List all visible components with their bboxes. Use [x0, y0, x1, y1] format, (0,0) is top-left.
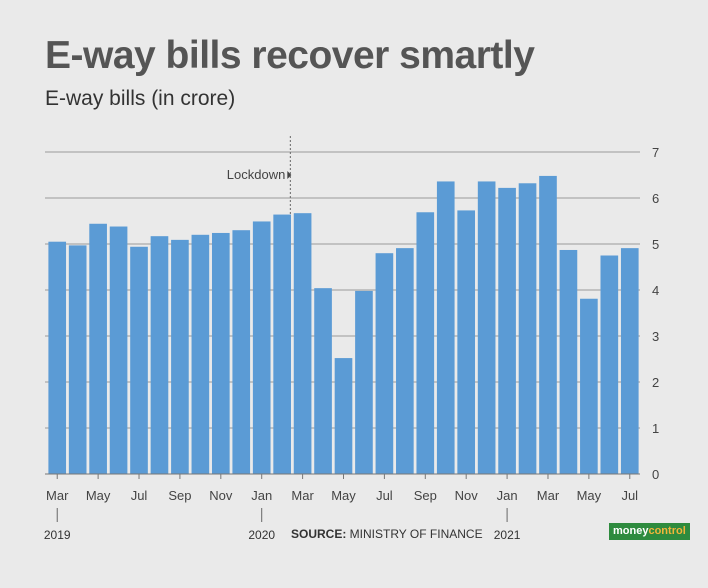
bar: [355, 290, 373, 474]
bar: [436, 181, 455, 474]
bar: [293, 213, 312, 474]
x-tick-label: Jan: [251, 488, 272, 503]
x-tick-label: Nov: [209, 488, 233, 503]
bar: [211, 232, 230, 474]
moneycontrol-logo: moneycontrol: [609, 523, 690, 540]
x-tick-label: Jul: [621, 488, 638, 503]
x-tick-label: Nov: [455, 488, 479, 503]
chart-title: E-way bills recover smartly: [45, 34, 535, 77]
bar: [375, 253, 394, 474]
bar: [518, 183, 537, 474]
x-tick-label: Mar: [291, 488, 314, 503]
x-tick-label: May: [577, 488, 602, 503]
x-tick-label: May: [331, 488, 356, 503]
bar: [130, 246, 148, 474]
y-tick-label: 2: [652, 375, 659, 390]
bar: [171, 239, 189, 474]
bar: [477, 181, 496, 474]
year-label: 2021: [494, 528, 521, 542]
bar: [314, 288, 332, 474]
chart-subtitle: E-way bills (in crore): [45, 87, 236, 110]
bar: [48, 241, 67, 474]
year-label: 2020: [248, 528, 275, 542]
bar: [89, 223, 107, 474]
logo-part2: control: [648, 525, 686, 537]
bar: [539, 175, 557, 475]
bar: [232, 230, 251, 474]
x-tick-label: May: [86, 488, 111, 503]
x-tick-label: Mar: [537, 488, 560, 503]
y-tick-label: 7: [652, 145, 659, 160]
bar: [150, 236, 169, 474]
source-text: MINISTRY OF FINANCE: [346, 527, 483, 541]
bar: [273, 214, 291, 474]
bar: [457, 210, 476, 475]
bar: [498, 187, 516, 474]
bar: [600, 255, 619, 474]
bar: [109, 226, 128, 474]
bar: [416, 212, 435, 474]
y-tick-label: 0: [652, 467, 659, 482]
bar: [396, 248, 414, 474]
y-tick-label: 3: [652, 329, 659, 344]
bar: [559, 249, 578, 474]
x-tick-label: Mar: [46, 488, 69, 503]
lockdown-arrow-icon: [287, 171, 292, 179]
x-tick-label: Jul: [376, 488, 393, 503]
x-tick-label: Sep: [168, 488, 191, 503]
logo-part1: money: [613, 525, 649, 537]
y-tick-label: 5: [652, 237, 659, 252]
bar: [191, 234, 210, 474]
year-label: 2019: [44, 528, 71, 542]
y-tick-label: 1: [652, 421, 659, 436]
bar: [334, 358, 353, 474]
bar: [252, 221, 271, 474]
x-tick-label: Jan: [497, 488, 518, 503]
y-tick-label: 4: [652, 283, 659, 298]
bar: [620, 248, 639, 474]
bar: [68, 245, 87, 474]
y-tick-label: 6: [652, 191, 659, 206]
source-note: SOURCE: MINISTRY OF FINANCE: [291, 527, 483, 541]
x-tick-label: Jul: [131, 488, 148, 503]
source-prefix: SOURCE:: [291, 527, 347, 541]
x-tick-label: Sep: [414, 488, 437, 503]
lockdown-annotation-label: Lockdown: [227, 167, 286, 182]
bar: [580, 298, 598, 474]
